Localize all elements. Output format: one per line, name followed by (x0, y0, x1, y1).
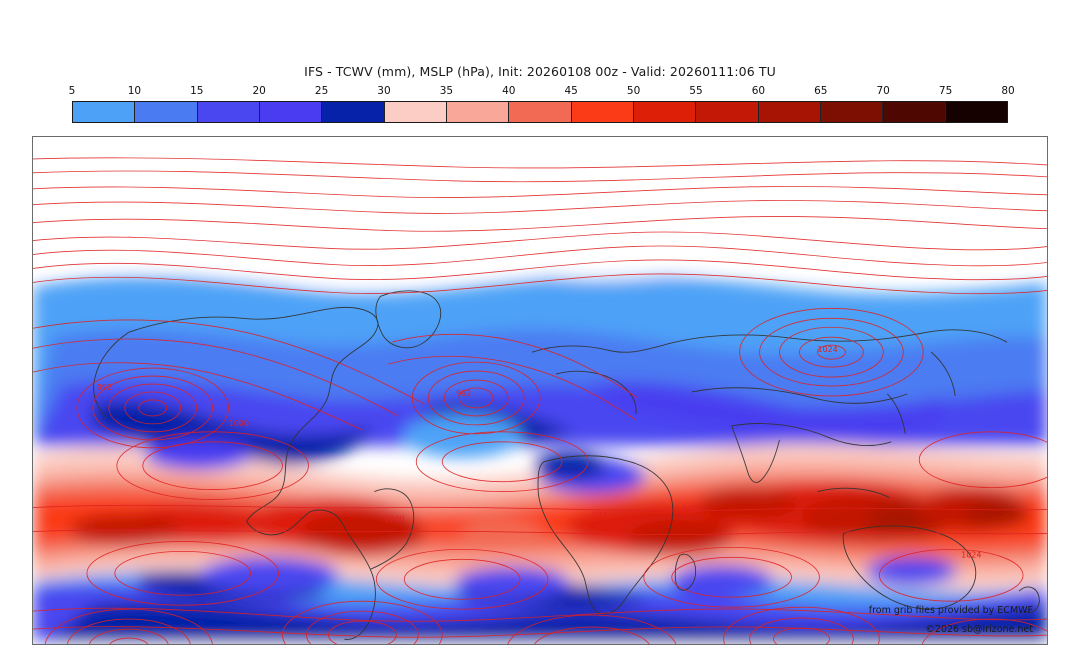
tcwv-field (33, 137, 1047, 644)
colorbar-swatch-14 (945, 102, 1007, 122)
colorbar-swatch-2 (197, 102, 260, 122)
colorbar-tick-65: 65 (814, 85, 828, 97)
colorbar-swatch-10 (696, 102, 759, 122)
colorbar-swatch-0 (73, 102, 136, 122)
colorbar-tick-70: 70 (876, 85, 890, 97)
colorbar-tick-60: 60 (751, 85, 766, 97)
svg-text:992: 992 (97, 383, 112, 392)
colorbar-tick-55: 55 (689, 85, 703, 97)
colorbar-swatch-1 (135, 102, 198, 122)
page-title: IFS - TCWV (mm), MSLP (hPa), Init: 20260… (304, 64, 776, 79)
colorbar-tick-10: 10 (127, 85, 142, 97)
colorbar-tick-25: 25 (314, 85, 329, 97)
colorbar-tick-30: 30 (377, 85, 391, 97)
svg-text:1024: 1024 (961, 550, 981, 559)
svg-text:992: 992 (592, 511, 607, 520)
colorbar-tick-35: 35 (439, 85, 454, 97)
colorbar-swatch-12 (820, 102, 884, 122)
colorbar-tick-5: 5 (68, 85, 76, 97)
colorbar-swatch-3 (259, 102, 323, 122)
svg-text:1008: 1008 (682, 505, 702, 514)
isobar-labels: 992 1000 992 992 1008 1024 1024 1000 992… (97, 345, 982, 559)
colorbar-tick-15: 15 (190, 85, 204, 97)
colorbar-swatch-13 (883, 102, 946, 122)
copyright-credit: ©2026 sb@irizone.net (925, 624, 1033, 635)
colorbar-swatch-11 (758, 102, 821, 122)
colorbar-tick-80: 80 (1001, 85, 1015, 97)
colorbar: 5 10 15 20 25 30 35 40 45 50 55 60 65 70 75 80 (68, 85, 1015, 123)
svg-text:992: 992 (456, 389, 471, 398)
mslp-isobars (33, 157, 1047, 644)
colorbar-swatch-6 (446, 102, 510, 122)
colorbar-swatch-8 (571, 102, 634, 122)
svg-text:1000: 1000 (384, 514, 404, 523)
colorbar-tick-labels: 5 10 15 20 25 30 35 40 45 50 55 60 65 70 75 80 (68, 85, 1015, 101)
colorbar-tick-50: 50 (626, 85, 641, 97)
colorbar-tick-45: 45 (564, 85, 578, 97)
colorbar-tick-75: 75 (938, 85, 953, 97)
colorbar-swatches (72, 101, 1008, 123)
colorbar-tick-20: 20 (252, 85, 266, 97)
svg-text:1000: 1000 (229, 419, 249, 428)
map-render: 992 1000 992 992 1008 1024 1024 1000 992… (33, 137, 1047, 644)
data-source-credit: from grib files provided by ECMWF (868, 605, 1033, 616)
colorbar-swatch-7 (509, 102, 572, 122)
colorbar-swatch-9 (633, 102, 697, 122)
colorbar-swatch-4 (322, 102, 385, 122)
coastlines (93, 290, 1040, 640)
colorbar-tick-40: 40 (502, 85, 516, 97)
map-canvas[interactable]: 992 1000 992 992 1008 1024 1024 1000 992… (32, 136, 1048, 645)
svg-text:1024: 1024 (817, 345, 837, 354)
colorbar-swatch-5 (384, 102, 447, 122)
